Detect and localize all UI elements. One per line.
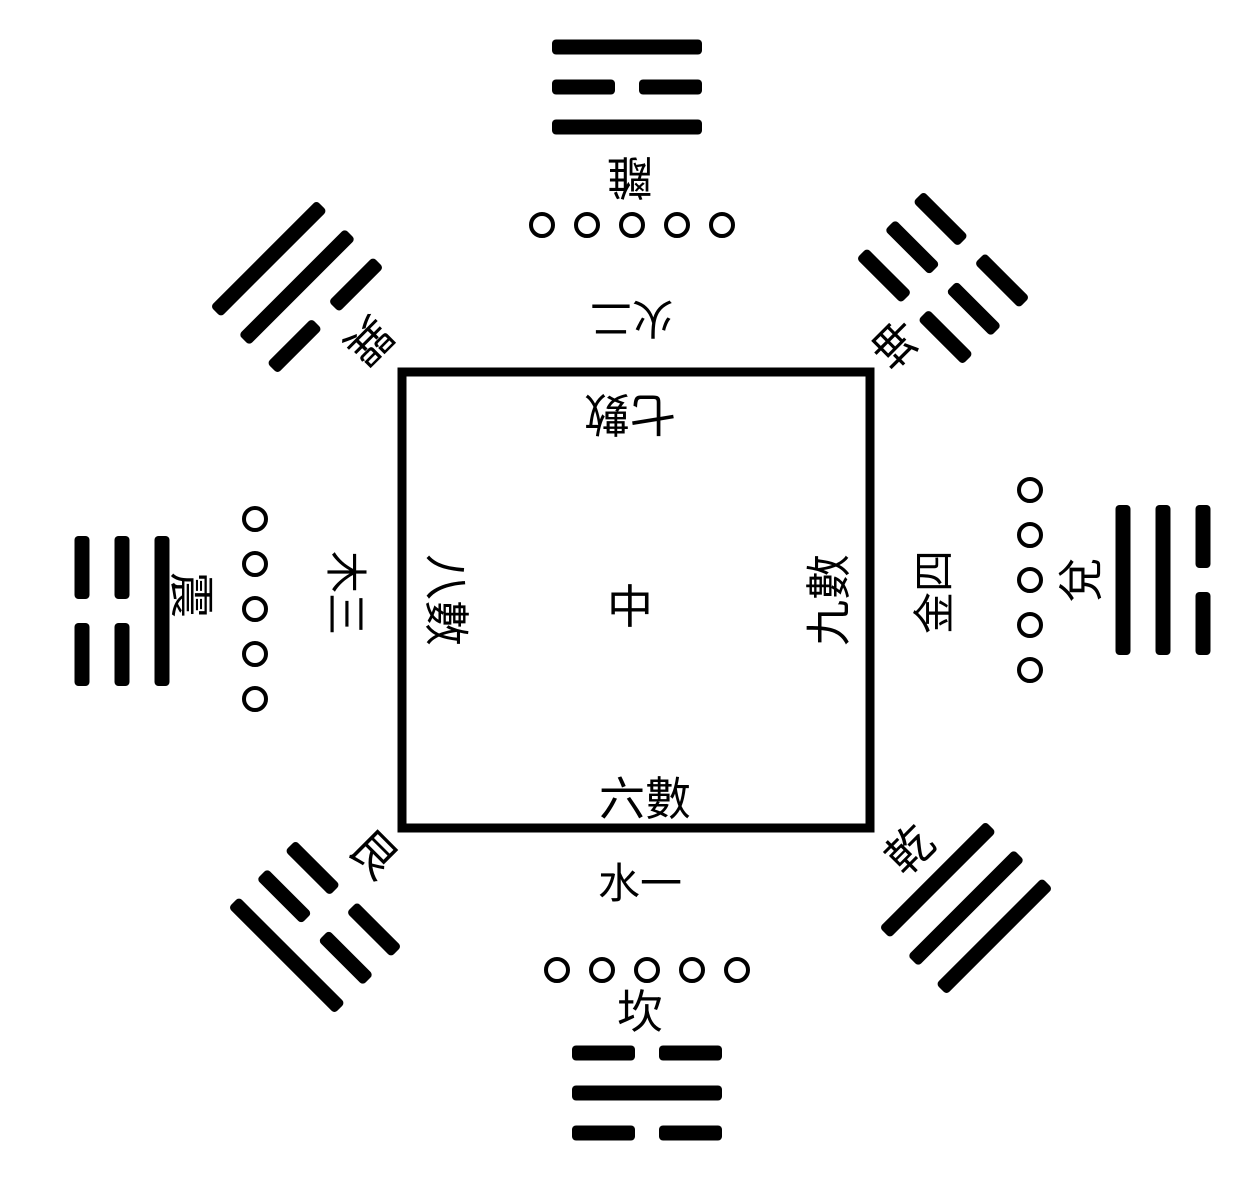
trigram-gen (230, 842, 400, 1012)
number-dot-metal-5 (1017, 657, 1043, 683)
trigram-line-dui-1-1 (1195, 505, 1211, 568)
trigram-line-kun-1-2 (976, 254, 1028, 307)
number-dot-water-2 (589, 957, 615, 983)
trigram-line-qian-1 (937, 879, 1051, 993)
number-dot-wood-4 (242, 641, 268, 667)
trigram-zhen (74, 536, 170, 686)
trigram-name-zhen: 震 (164, 572, 218, 618)
trigram-line-gen-3-1 (348, 903, 400, 956)
number-dot-fire-2 (574, 212, 600, 238)
number-dot-water-4 (679, 957, 705, 983)
trigram-line-li-2-2 (639, 79, 702, 95)
trigram-line-xun-1 (212, 202, 326, 316)
trigram-line-kun-2-2 (947, 282, 1000, 335)
trigram-line-gen-3-2 (286, 842, 339, 894)
square-label-top: 七數 (584, 387, 676, 441)
trigram-li (552, 39, 702, 135)
trigram-line-gen-1 (230, 898, 344, 1012)
square-label-left: 八數 (419, 554, 473, 646)
square-label-right: 九數 (802, 554, 856, 646)
trigram-dui (1115, 505, 1211, 655)
trigram-line-qian-2 (909, 851, 1023, 965)
trigram-line-kun-3-2 (919, 311, 972, 363)
number-dot-fire-3 (619, 212, 645, 238)
number-dot-wood-2 (242, 551, 268, 577)
trigram-name-kan: 坎 (617, 985, 663, 1039)
trigram-line-li-1 (552, 39, 702, 55)
number-dot-fire-1 (529, 212, 555, 238)
trigram-name-li: 離 (607, 150, 653, 204)
trigram-line-kan-3-1 (659, 1045, 722, 1061)
trigram-line-zhen-1-1 (74, 623, 90, 686)
trigram-line-dui-3 (1115, 505, 1131, 655)
trigram-line-kan-1-1 (659, 1125, 722, 1141)
trigram-name-xun: 巽 (333, 305, 404, 376)
trigram-line-xun-2 (240, 230, 354, 344)
trigram-line-kan-3-2 (572, 1045, 635, 1061)
trigram-line-dui-2 (1155, 505, 1171, 655)
trigram-line-kun-3-1 (858, 249, 910, 302)
number-dot-wood-1 (242, 506, 268, 532)
trigram-line-qian-3 (881, 823, 995, 937)
trigram-line-xun-3-2 (330, 258, 382, 311)
trigram-line-dui-1-2 (1195, 592, 1211, 655)
element-label-metal: 金四 (910, 550, 959, 634)
dots-metal (1017, 477, 1043, 683)
dots-water (544, 957, 750, 983)
dots-fire (529, 212, 735, 238)
trigram-line-kan-1-2 (572, 1125, 635, 1141)
trigram-line-zhen-3 (154, 536, 170, 686)
trigram-line-gen-2-2 (258, 870, 311, 923)
trigram-qian (881, 823, 1051, 993)
number-dot-metal-1 (1017, 477, 1043, 503)
center-label: 中 (607, 580, 653, 634)
trigram-line-xun-3-1 (268, 320, 321, 372)
center-square (397, 367, 875, 833)
trigram-name-dui: 兌 (1054, 557, 1108, 603)
trigram-line-kun-1-1 (914, 193, 967, 245)
trigram-line-li-2-1 (552, 79, 615, 95)
trigram-line-gen-2-1 (319, 931, 372, 984)
number-dot-water-3 (634, 957, 660, 983)
trigram-line-zhen-2-1 (114, 623, 130, 686)
number-dot-fire-4 (664, 212, 690, 238)
dots-wood (242, 506, 268, 712)
number-dot-metal-2 (1017, 522, 1043, 548)
square-label-bottom: 六數 (599, 772, 691, 826)
element-label-fire: 火二 (590, 294, 674, 343)
number-dot-fire-5 (709, 212, 735, 238)
number-dot-wood-3 (242, 596, 268, 622)
trigram-line-kan-2 (572, 1085, 722, 1101)
element-label-water: 水一 (598, 859, 682, 908)
number-dot-water-5 (724, 957, 750, 983)
trigram-kan (572, 1045, 722, 1141)
trigram-xun (212, 202, 382, 372)
number-dot-wood-5 (242, 686, 268, 712)
number-dot-water-1 (544, 957, 570, 983)
element-label-wood: 木三 (321, 551, 370, 635)
number-dot-metal-4 (1017, 612, 1043, 638)
trigram-line-zhen-2-2 (114, 536, 130, 599)
trigram-line-kun-2-1 (886, 221, 939, 274)
number-dot-metal-3 (1017, 567, 1043, 593)
trigram-kun (858, 193, 1028, 363)
trigram-line-zhen-1-2 (74, 536, 90, 599)
trigram-line-li-3 (552, 119, 702, 135)
